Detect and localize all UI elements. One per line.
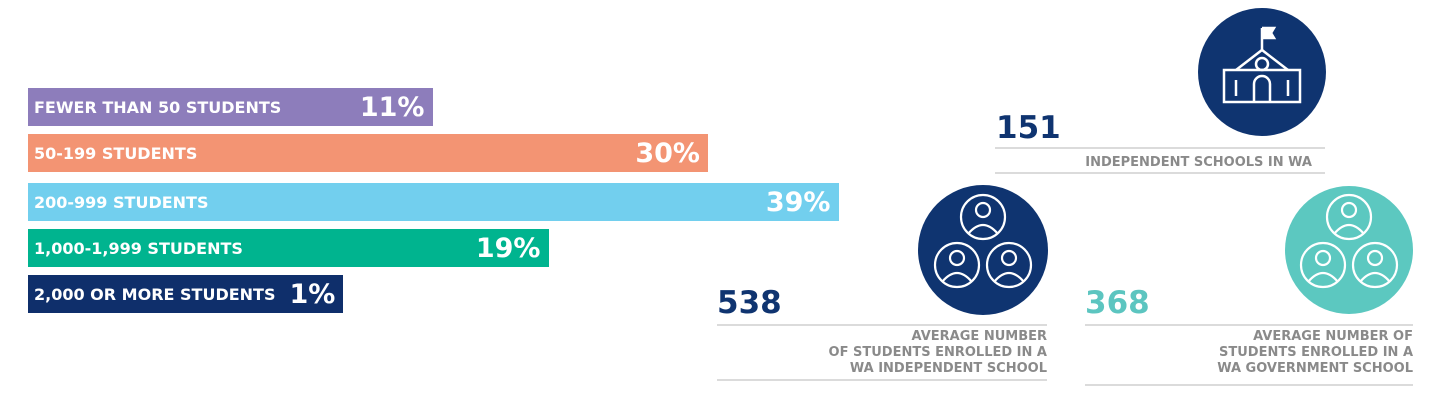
- description-line: AVERAGE NUMBER OF: [1253, 329, 1413, 344]
- value-label: 30%: [635, 137, 700, 169]
- value-label: 19%: [475, 232, 541, 264]
- description-line: OF STUDENTS ENROLLED IN A: [828, 345, 1047, 360]
- bar: 200-999 STUDENTS 39%: [28, 183, 839, 221]
- rules: [717, 147, 1413, 386]
- bar: 1,000-1,999 STUDENTS 19%: [28, 229, 549, 267]
- description-line: WA GOVERNMENT SCHOOL: [1217, 361, 1413, 376]
- stat-number: 368: [1085, 285, 1150, 321]
- value-label: 11%: [359, 91, 425, 123]
- value-label: 39%: [765, 186, 831, 218]
- description-line: INDEPENDENT SCHOOLS IN WA: [1085, 155, 1312, 170]
- bar: 50-199 STUDENTS 30%: [28, 134, 708, 172]
- stat-description: INDEPENDENT SCHOOLS IN WA: [1085, 155, 1312, 171]
- description-line: AVERAGE NUMBER: [911, 329, 1047, 344]
- bar: FEWER THAN 50 STUDENTS 11%: [28, 88, 433, 126]
- category-label: 2,000 OR MORE STUDENTS: [34, 284, 276, 304]
- category-label: 1,000-1,999 STUDENTS: [34, 238, 243, 258]
- bar: 2,000 OR MORE STUDENTS 1%: [28, 275, 344, 313]
- description-line: WA INDEPENDENT SCHOOL: [849, 361, 1047, 376]
- stat-number: 538: [717, 285, 782, 321]
- stat-number: 151: [996, 110, 1061, 146]
- category-label: 200-999 STUDENTS: [34, 192, 209, 212]
- category-label: 50-199 STUDENTS: [34, 143, 198, 163]
- school-icon: [1198, 8, 1326, 136]
- students-icon: [918, 185, 1048, 315]
- students-icon-teal: [1285, 186, 1413, 314]
- value-label: 1%: [289, 278, 336, 310]
- description-line: STUDENTS ENROLLED IN A: [1219, 345, 1413, 360]
- category-label: FEWER THAN 50 STUDENTS: [34, 97, 282, 117]
